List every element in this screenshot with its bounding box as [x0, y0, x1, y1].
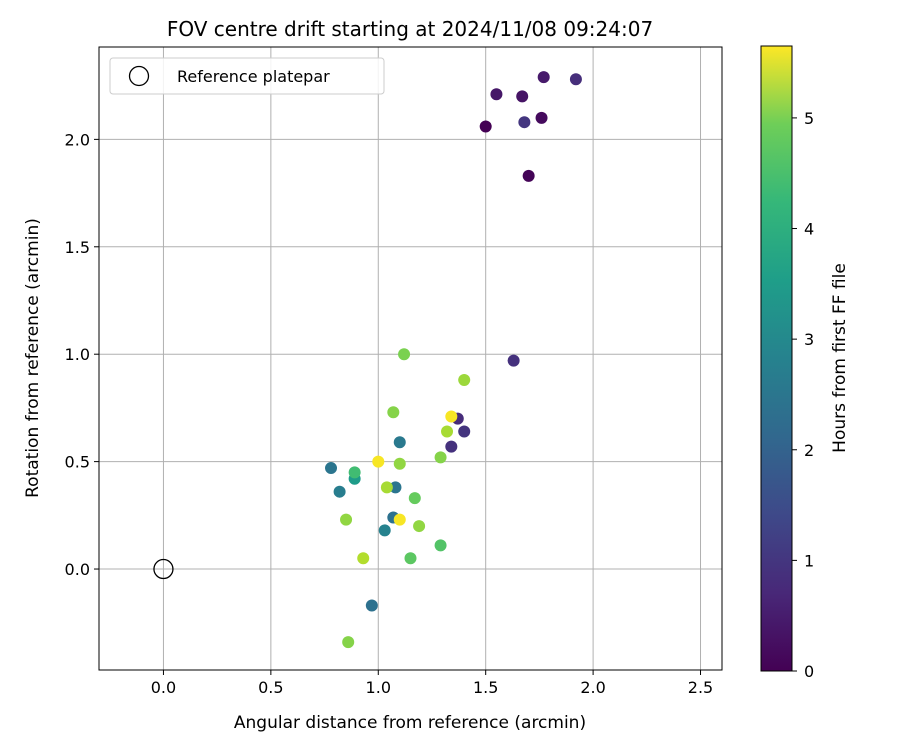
- scatter-point: [458, 425, 471, 438]
- y-tick-label: 2.0: [65, 130, 90, 149]
- legend-label-reference: Reference platepar: [177, 67, 330, 86]
- scatter-point: [380, 481, 393, 494]
- colorbar-tick-label: 3: [804, 330, 814, 349]
- scatter-point: [365, 599, 378, 612]
- scatter-point: [357, 552, 370, 565]
- x-tick-label: 1.5: [473, 678, 498, 697]
- scatter-point: [398, 348, 411, 361]
- scatter-point: [479, 120, 492, 133]
- scatter-point: [507, 354, 520, 367]
- grid-lines: [99, 47, 722, 670]
- legend-box: [109, 57, 385, 95]
- colorbar-tick-label: 0: [804, 662, 814, 681]
- x-tick-label: 0.5: [258, 678, 283, 697]
- scatter-point: [389, 481, 402, 494]
- scatter-point: [393, 436, 406, 449]
- reference-platepar-marker: [153, 558, 174, 580]
- colorbar-label: Hours from first FF file: [830, 263, 850, 453]
- scatter-point: [340, 513, 353, 526]
- scatter-point: [325, 462, 338, 475]
- scatter-point: [393, 457, 406, 470]
- y-tick-label: 0.0: [65, 560, 90, 579]
- colorbar: 0 1 2 3 4 5 Hours from first FF file: [760, 45, 850, 681]
- data-points: [153, 71, 582, 649]
- scatter-point: [413, 520, 426, 533]
- scatter-point: [445, 440, 458, 453]
- x-tick-label: 0.0: [151, 678, 176, 697]
- scatter-point: [378, 524, 391, 537]
- y-axis-label: Rotation from reference (arcmin): [23, 218, 43, 498]
- scatter-point: [342, 636, 355, 649]
- x-tick-label: 1.0: [366, 678, 391, 697]
- colorbar-gradient: [760, 45, 793, 672]
- scatter-point: [434, 539, 447, 552]
- scatter-point: [516, 90, 529, 103]
- y-tick-label: 1.0: [65, 345, 90, 364]
- x-axis-ticks: 0.0 0.5 1.0 1.5 2.0 2.5: [151, 670, 713, 697]
- colorbar-ticks: 0 1 2 3 4 5: [792, 109, 814, 681]
- y-axis-ticks: 0.0 0.5 1.0 1.5 2.0: [65, 130, 99, 579]
- colorbar-tick-label: 5: [804, 109, 814, 128]
- legend: Reference platepar: [109, 57, 385, 95]
- x-tick-label: 2.5: [688, 678, 713, 697]
- scatter-point: [408, 492, 421, 505]
- scatter-point: [333, 485, 346, 498]
- x-tick-label: 2.0: [580, 678, 605, 697]
- scatter-point: [490, 88, 503, 101]
- scatter-point: [537, 71, 550, 84]
- legend-marker-reference: [128, 65, 150, 87]
- scatter-point: [404, 552, 417, 565]
- colorbar-tick-label: 1: [804, 551, 814, 570]
- scatter-point: [518, 116, 531, 129]
- colorbar-tick-label: 4: [804, 220, 814, 239]
- plot-frame: [98, 46, 723, 671]
- colorbar-tick-label: 2: [804, 441, 814, 460]
- y-tick-label: 0.5: [65, 453, 90, 472]
- scatter-point: [569, 73, 582, 86]
- scatter-point: [434, 451, 447, 464]
- chart-title: FOV centre drift starting at 2024/11/08 …: [167, 17, 653, 41]
- scatter-point: [372, 455, 385, 468]
- scatter-point: [387, 406, 400, 419]
- x-axis-label: Angular distance from reference (arcmin): [234, 713, 586, 733]
- scatter-point: [441, 425, 454, 438]
- scatter-point: [348, 466, 361, 479]
- scatter-point: [458, 373, 471, 386]
- scatter-point: [522, 169, 535, 182]
- scatter-point: [535, 111, 548, 124]
- y-tick-label: 1.5: [65, 238, 90, 257]
- scatter-point: [393, 513, 406, 526]
- scatter-point: [445, 410, 458, 423]
